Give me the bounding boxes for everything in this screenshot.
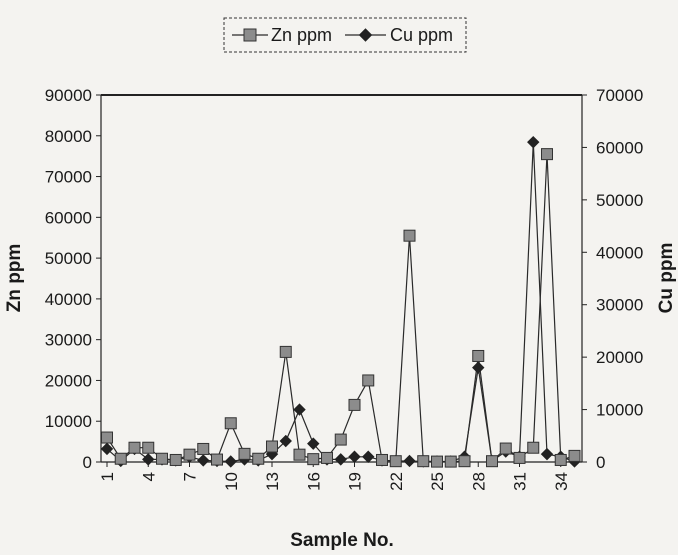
left-tick-label: 10000 xyxy=(45,412,92,431)
zn-data-point xyxy=(554,453,567,466)
left-tick-label: 30000 xyxy=(45,331,92,350)
zn-data-point xyxy=(568,449,581,462)
cu-series-line xyxy=(106,142,575,463)
cu-data-point xyxy=(197,454,210,467)
x-tick-label: 28 xyxy=(469,472,488,491)
left-y-ticks: 90000 80000 70000 60000 50000 40000 30000 20000… xyxy=(45,86,101,472)
zn-data-point xyxy=(169,453,182,466)
zn-data-point xyxy=(403,229,416,242)
zn-data-point xyxy=(307,453,320,466)
cu-data-point xyxy=(279,434,292,448)
left-tick-label: 60000 xyxy=(45,208,92,227)
right-tick-label: 60000 xyxy=(596,138,643,157)
legend-zn-label: Zn ppm xyxy=(271,25,332,45)
zn-data-point xyxy=(114,452,127,465)
left-axis-title: Zn ppm xyxy=(4,244,25,313)
right-tick-label: 30000 xyxy=(596,296,643,315)
right-y-ticks: 70000 60000 50000 40000 30000 20000 10000 0 xyxy=(582,86,643,472)
zn-data-point xyxy=(211,453,223,466)
x-tick-label: 10 xyxy=(222,472,241,491)
cu-data-point xyxy=(224,455,237,468)
cu-data-point xyxy=(362,450,375,463)
zn-data-point xyxy=(321,451,333,464)
zn-data-point xyxy=(197,442,210,455)
zn-data-point xyxy=(458,455,471,468)
right-tick-label: 40000 xyxy=(596,243,643,262)
cu-data-point xyxy=(307,437,320,450)
zn-data-point xyxy=(334,433,347,446)
legend-cu-marker xyxy=(358,28,373,42)
x-tick-label: 34 xyxy=(552,472,571,491)
zn-data-point xyxy=(266,440,278,453)
series-markers xyxy=(100,135,581,468)
zn-data-point xyxy=(224,417,237,430)
cu-data-point xyxy=(293,403,306,416)
cu-data-point xyxy=(527,135,540,149)
zn-data-point xyxy=(513,451,526,464)
right-tick-label: 10000 xyxy=(596,401,643,420)
x-tick-label: 4 xyxy=(139,472,158,481)
legend-zn-marker xyxy=(243,28,257,42)
right-tick-label: 70000 xyxy=(596,86,643,105)
x-axis-title: Sample No. xyxy=(290,530,393,551)
x-tick-label: 7 xyxy=(181,472,200,481)
zn-data-point xyxy=(472,349,485,362)
right-tick-label: 20000 xyxy=(596,348,643,367)
legend-box xyxy=(223,17,467,53)
legend-cu-label: Cu ppm xyxy=(390,25,453,45)
left-tick-label: 70000 xyxy=(45,168,92,187)
left-tick-label: 20000 xyxy=(45,371,92,390)
legend-item-zn: Zn ppm xyxy=(232,25,332,45)
left-tick-label: 0 xyxy=(83,453,92,472)
left-tick-label: 80000 xyxy=(45,127,92,146)
left-tick-label: 50000 xyxy=(45,249,92,268)
x-tick-label: 19 xyxy=(346,472,365,491)
zn-data-point xyxy=(376,453,388,466)
right-axis-title: Cu ppm xyxy=(656,243,677,314)
x-tick-label: 31 xyxy=(511,472,530,491)
zn-data-point xyxy=(128,441,141,454)
right-tick-label: 50000 xyxy=(596,191,643,210)
zn-data-point xyxy=(252,452,265,465)
zn-data-point xyxy=(499,442,512,455)
right-tick-label: 0 xyxy=(596,453,605,472)
zn-data-point xyxy=(101,431,113,444)
zn-data-point xyxy=(527,441,540,454)
x-tick-label: 16 xyxy=(304,472,323,491)
cu-data-point xyxy=(142,453,155,466)
legend-item-cu: Cu ppm xyxy=(345,25,453,45)
cu-data-point xyxy=(403,454,416,468)
zn-data-point xyxy=(238,447,251,460)
zn-data-point xyxy=(541,148,553,161)
cu-data-point xyxy=(348,450,361,463)
x-ticks: 1 4 7 10 13 16 19 22 25 28 31 34 xyxy=(98,462,571,491)
zn-data-point xyxy=(431,455,443,468)
left-tick-label: 40000 xyxy=(45,290,92,309)
x-tick-label: 1 xyxy=(98,472,117,481)
zn-data-point xyxy=(279,345,292,358)
left-tick-label: 90000 xyxy=(45,86,92,105)
cu-data-point xyxy=(334,453,347,466)
zn-data-point xyxy=(183,448,196,461)
zn-data-point xyxy=(362,374,375,387)
cu-data-point xyxy=(100,442,114,456)
cu-data-point xyxy=(472,361,485,374)
x-tick-label: 13 xyxy=(263,472,282,491)
zn-data-point xyxy=(389,455,402,468)
zn-data-point xyxy=(417,455,430,468)
zn-data-point xyxy=(348,398,361,411)
x-tick-label: 25 xyxy=(428,472,447,491)
zn-series-line xyxy=(106,154,575,463)
zn-data-point xyxy=(142,441,155,454)
cu-data-point xyxy=(540,447,554,461)
zn-data-point xyxy=(293,448,306,461)
x-tick-label: 22 xyxy=(387,472,406,491)
legend: Zn ppm Cu ppm xyxy=(223,17,467,53)
zn-data-point xyxy=(486,455,498,468)
zn-data-point xyxy=(444,455,457,468)
zn-data-point xyxy=(156,452,168,465)
series-lines xyxy=(106,142,575,463)
